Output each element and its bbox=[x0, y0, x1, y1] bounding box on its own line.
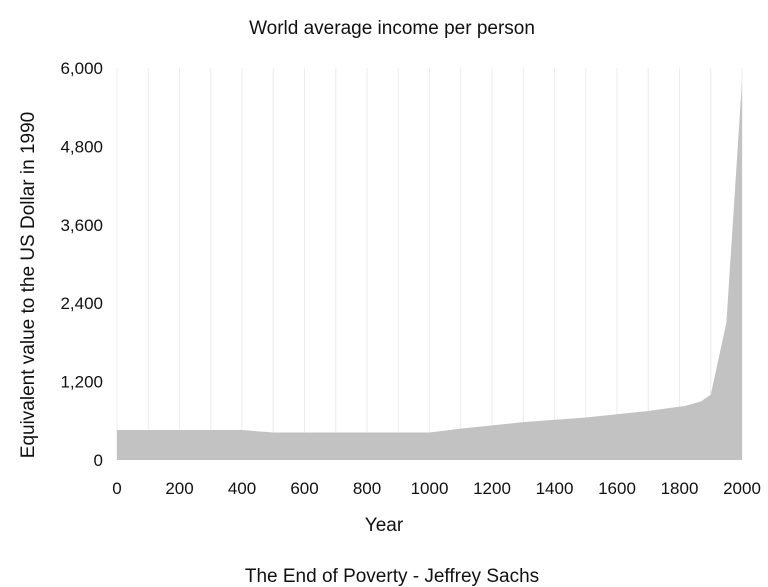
x-tick-label: 800 bbox=[353, 479, 381, 498]
x-tick-label: 600 bbox=[290, 479, 318, 498]
area-series bbox=[117, 81, 742, 461]
y-tick-label: 0 bbox=[94, 451, 103, 470]
x-tick-label: 200 bbox=[165, 479, 193, 498]
x-tick-label: 1200 bbox=[473, 479, 511, 498]
y-tick-label: 2,400 bbox=[60, 294, 103, 313]
x-tick-label: 2000 bbox=[723, 479, 761, 498]
x-tick-label: 1600 bbox=[598, 479, 636, 498]
y-tick-label: 3,600 bbox=[60, 216, 103, 235]
y-tick-label: 6,000 bbox=[60, 59, 103, 78]
x-axis-title: Year bbox=[365, 515, 404, 536]
grid-lines bbox=[116, 68, 743, 460]
y-tick-label: 4,800 bbox=[60, 137, 103, 156]
chart-title: World average income per person bbox=[249, 18, 535, 39]
y-tick-label: 1,200 bbox=[60, 373, 103, 392]
y-axis-title: Equivalent value to the US Dollar in 199… bbox=[18, 112, 39, 458]
x-tick-label: 0 bbox=[112, 479, 121, 498]
x-tick-label: 1800 bbox=[661, 479, 699, 498]
x-tick-label: 1400 bbox=[536, 479, 574, 498]
y-axis-ticks: 0 1,200 2,400 3,600 4,800 6,000 bbox=[60, 59, 103, 470]
x-axis-ticks: 0 200 400 600 800 1000 1200 1400 1600 1800 2000 bbox=[112, 479, 761, 498]
plot-area bbox=[117, 81, 742, 461]
chart-caption: The End of Poverty - Jeffrey Sachs bbox=[245, 566, 539, 587]
x-tick-label: 1000 bbox=[411, 479, 449, 498]
x-tick-label: 400 bbox=[228, 479, 256, 498]
